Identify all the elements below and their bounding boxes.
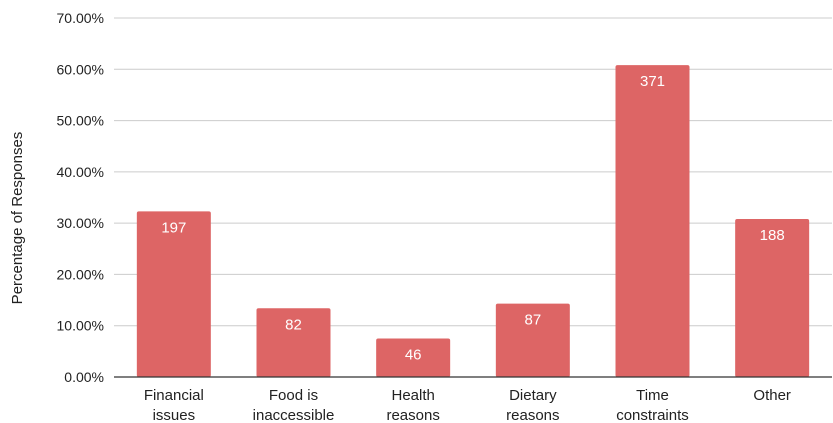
x-tick-label: issues (153, 407, 196, 423)
x-tick-label: inaccessible (253, 407, 335, 423)
bars (136, 65, 810, 377)
y-tick-label: 20.00% (57, 266, 104, 282)
x-tick-label: Food is (269, 387, 318, 404)
data-label: 82 (285, 316, 302, 333)
data-labels: 197 82 46 87 371 188 (161, 73, 784, 363)
x-tick-label: Financial (144, 387, 204, 404)
y-tick-labels: 0.00% 10.00% 20.00% 30.00% 40.00% 50.00% 60.00… (57, 10, 104, 385)
x-tick-label: Time (636, 387, 669, 404)
y-tick-label: 60.00% (57, 61, 104, 77)
bar (495, 303, 570, 377)
y-tick-label: 40.00% (57, 164, 104, 180)
data-label: 371 (640, 73, 665, 90)
y-tick-label: 0.00% (64, 369, 104, 385)
y-tick-label: 10.00% (57, 318, 104, 334)
bar (376, 338, 451, 377)
x-tick-label: constraints (616, 407, 689, 423)
x-tick-label: Dietary (509, 387, 557, 404)
gridlines (114, 17, 832, 327)
bar (735, 219, 810, 377)
x-tick-label: Other (753, 387, 791, 404)
data-label: 197 (161, 219, 186, 236)
bar (136, 211, 211, 377)
y-tick-label: 50.00% (57, 113, 104, 129)
x-tick-label: reasons (506, 407, 559, 423)
data-label: 87 (524, 312, 541, 329)
y-tick-label: 30.00% (57, 215, 104, 231)
x-tick-label: Health (391, 387, 434, 404)
y-tick-label: 70.00% (57, 10, 104, 26)
data-label: 188 (760, 227, 785, 244)
data-label: 46 (405, 347, 422, 364)
bar (256, 308, 331, 377)
bar (615, 65, 690, 377)
y-axis-title: Percentage of Responses (9, 132, 26, 305)
x-tick-labels: Financial issues Food is inaccessible Health… (144, 387, 791, 423)
x-tick-label: reasons (386, 407, 439, 423)
